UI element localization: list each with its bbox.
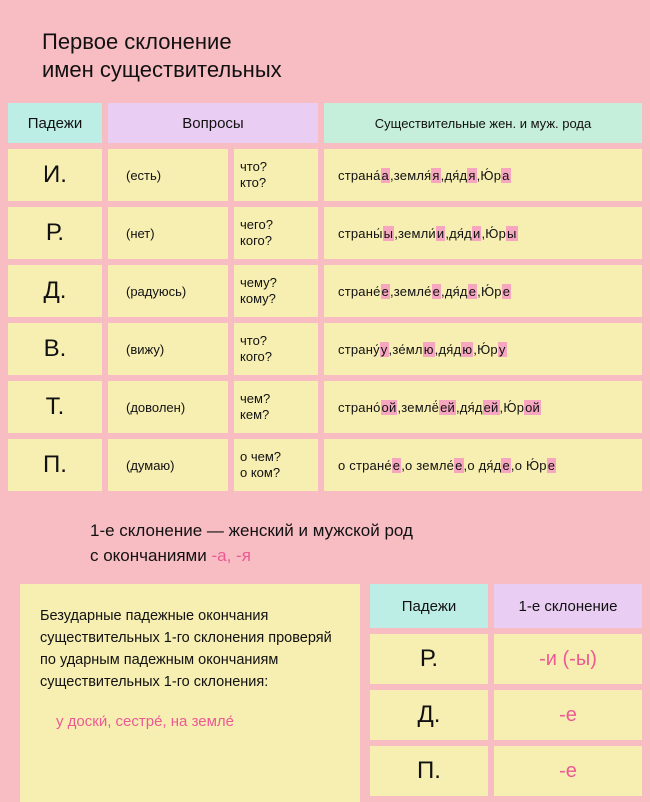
- table-row: Д.(радуюсь)чему?кому?стране́е, земле́е, …: [8, 265, 642, 317]
- mid-line-2b: -а, -я: [211, 546, 250, 565]
- header-cases: Падежи: [8, 103, 102, 143]
- mid-line-2a: с окончаниями: [90, 546, 211, 565]
- mini-ending: -и (-ы): [494, 634, 642, 684]
- question-verb: (нет): [108, 207, 228, 259]
- case-cell: В.: [8, 323, 102, 375]
- question-words: что?кто?: [234, 149, 318, 201]
- table-row: П.(думаю)о чем?о ком?о стране́е, о земле…: [8, 439, 642, 491]
- case-cell: И.: [8, 149, 102, 201]
- nouns-cell: о стране́е, о земле́е, о дя́де, о Ю́ре: [324, 439, 642, 491]
- mini-case: Р.: [370, 634, 488, 684]
- table-row: Т.(доволен)чем?кем?страно́ой, землё́ей, …: [8, 381, 642, 433]
- mini-row: Р.-и (-ы): [370, 634, 642, 684]
- mini-table: Падежи 1-е склонение Р.-и (-ы)Д.-еП.-е: [370, 584, 642, 802]
- header-questions: Вопросы: [108, 103, 318, 143]
- title-line-1: Первое склонение: [42, 28, 650, 56]
- mini-row: Д.-е: [370, 690, 642, 740]
- question-verb: (думаю): [108, 439, 228, 491]
- nouns-cell: стране́е, земле́е, дя́де, Ю́ре: [324, 265, 642, 317]
- table-row: Р.(нет)чего?кого?страны́ы, земли́и, дя́д…: [8, 207, 642, 259]
- mini-header: Падежи 1-е склонение: [370, 584, 642, 628]
- table-row: В.(вижу)что?кого?страну́у, зе́млю, дя́дю…: [8, 323, 642, 375]
- title-line-2: имен существительных: [42, 56, 650, 84]
- mini-row: П.-е: [370, 746, 642, 796]
- rule-note: Безударные падежные окончания существите…: [20, 584, 360, 802]
- header-nouns: Существительные жен. и муж. рода: [324, 103, 642, 143]
- case-cell: Р.: [8, 207, 102, 259]
- table-header-row: Падежи Вопросы Существительные жен. и му…: [0, 103, 650, 149]
- mini-header-decl: 1-е склонение: [494, 584, 642, 628]
- note-text: Безударные падежные окончания существите…: [40, 606, 340, 693]
- question-words: чего?кого?: [234, 207, 318, 259]
- question-verb: (есть): [108, 149, 228, 201]
- mini-case: П.: [370, 746, 488, 796]
- nouns-cell: страну́у, зе́млю, дя́дю, Ю́ру: [324, 323, 642, 375]
- note-example: у доски́, сестре́, на земле́: [40, 711, 340, 734]
- mid-note: 1-е склонение — женский и мужской род с …: [0, 497, 650, 584]
- nouns-cell: страна́а, земля́я, дя́дя, Ю́ра: [324, 149, 642, 201]
- question-words: чем?кем?: [234, 381, 318, 433]
- question-words: чему?кому?: [234, 265, 318, 317]
- question-verb: (радуюсь): [108, 265, 228, 317]
- mini-ending: -е: [494, 746, 642, 796]
- question-words: что?кого?: [234, 323, 318, 375]
- nouns-cell: страны́ы, земли́и, дя́ди, Ю́ры: [324, 207, 642, 259]
- mini-header-cases: Падежи: [370, 584, 488, 628]
- bottom-section: Безударные падежные окончания существите…: [0, 584, 650, 802]
- nouns-cell: страно́ой, землё́ей, дя́дей, Ю́рой: [324, 381, 642, 433]
- question-verb: (вижу): [108, 323, 228, 375]
- page-title: Первое склонение имен существительных: [0, 0, 650, 103]
- question-verb: (доволен): [108, 381, 228, 433]
- mid-line-1: 1-е склонение — женский и мужской род: [90, 519, 650, 544]
- case-cell: Т.: [8, 381, 102, 433]
- main-table: И.(есть)что?кто?страна́а, земля́я, дя́дя…: [0, 149, 650, 491]
- case-cell: П.: [8, 439, 102, 491]
- case-cell: Д.: [8, 265, 102, 317]
- mini-case: Д.: [370, 690, 488, 740]
- mini-rows: Р.-и (-ы)Д.-еП.-е: [370, 634, 642, 796]
- question-words: о чем?о ком?: [234, 439, 318, 491]
- mini-ending: -е: [494, 690, 642, 740]
- mid-line-2: с окончаниями -а, -я: [90, 544, 650, 569]
- table-row: И.(есть)что?кто?страна́а, земля́я, дя́дя…: [8, 149, 642, 201]
